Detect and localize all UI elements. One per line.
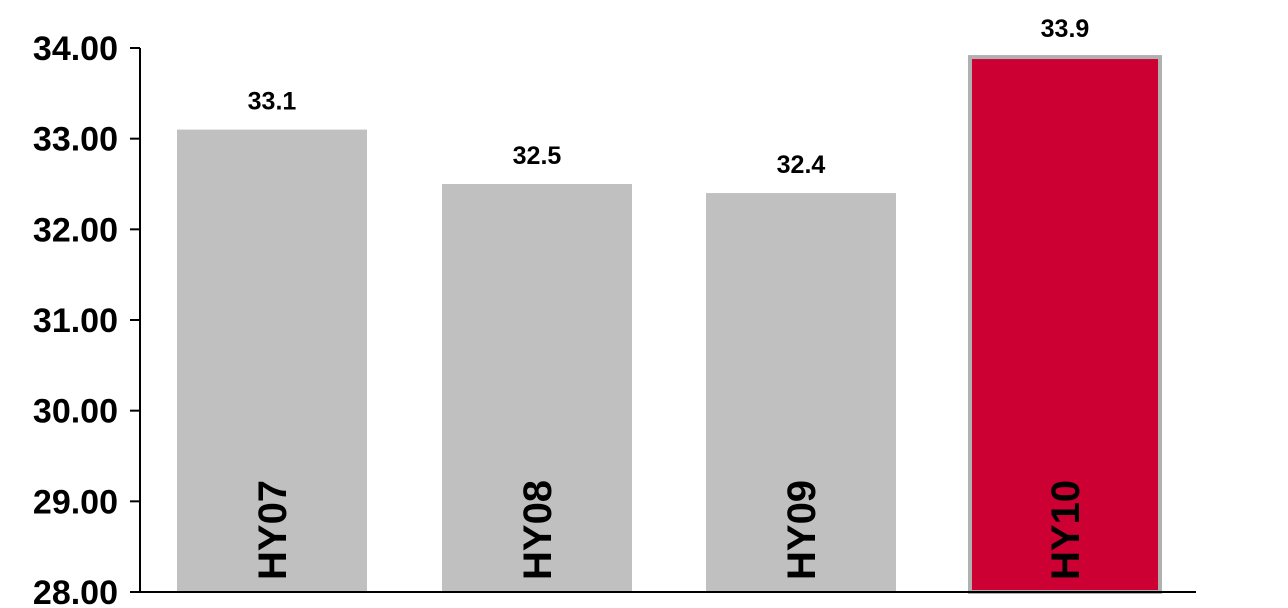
category-label-hy10: HY10 <box>1044 480 1088 580</box>
bar-hy09 <box>706 193 896 593</box>
labels-layer: 33.1 HY07 32.5 HY08 32.4 HY09 33.9 HY10 <box>248 15 1090 580</box>
category-label-hy08: HY08 <box>516 480 560 580</box>
data-label-hy08: 32.5 <box>513 142 562 170</box>
category-label-hy07: HY07 <box>251 480 295 580</box>
data-label-hy10: 33.9 <box>1041 15 1090 43</box>
y-tick-label: 28.00 <box>33 574 118 608</box>
data-label-hy09: 32.4 <box>777 151 826 179</box>
y-tick-label: 31.00 <box>33 302 118 340</box>
bar-hy10 <box>968 55 1162 595</box>
y-tick-label: 29.00 <box>33 483 118 521</box>
y-tick-label: 30.00 <box>33 393 118 431</box>
y-tick-label: 32.00 <box>33 211 118 249</box>
y-tick-label: 34.00 <box>33 30 118 68</box>
bars-layer <box>177 55 1162 595</box>
bar-hy07 <box>177 129 367 592</box>
category-label-hy09: HY09 <box>780 480 824 580</box>
data-label-hy07: 33.1 <box>248 88 297 116</box>
y-tick-label: 33.00 <box>33 121 118 159</box>
axes-layer: 28.00 29.00 30.00 31.00 32.00 33.00 34.00 <box>33 30 1196 608</box>
bar-hy08 <box>442 184 632 592</box>
